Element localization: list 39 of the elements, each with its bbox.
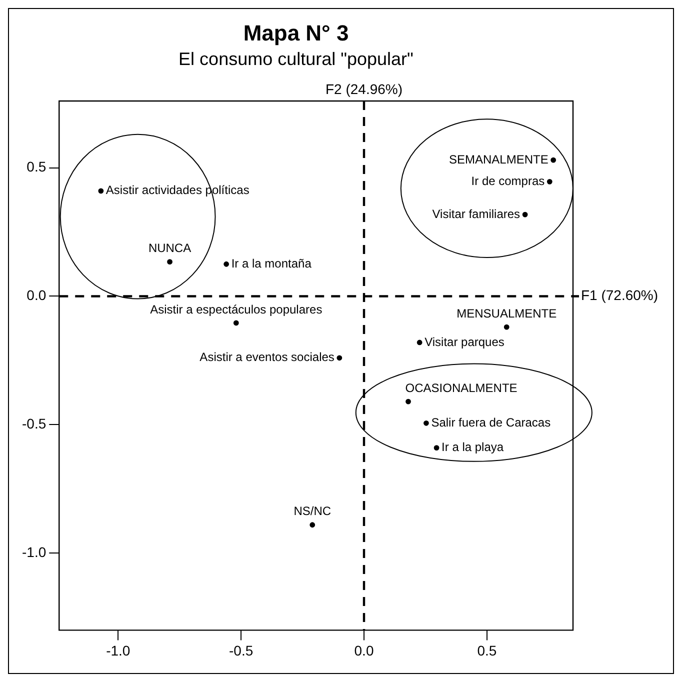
annotation: Asistir a espectáculos populares [150, 302, 322, 316]
x-tick-label: 0.0 [354, 642, 374, 658]
annotation: NS/NC [294, 504, 332, 518]
point [504, 324, 510, 330]
point [416, 340, 422, 346]
annotation: Ir a la playa [442, 440, 504, 454]
ref-line-label: F1 (72.60%) [581, 287, 658, 304]
annotation: Visitar familiares [432, 206, 520, 221]
point [546, 178, 552, 184]
ref-line-label: F2 (24.96%) [325, 80, 403, 97]
annotation: Visitar parques [424, 334, 504, 349]
point [224, 261, 230, 267]
x-tick-label: -1.0 [106, 642, 130, 658]
point [167, 259, 172, 265]
point [406, 398, 411, 404]
annotation: SEMANALMENTE [448, 152, 548, 166]
point [550, 157, 556, 163]
point [434, 445, 440, 451]
annotation: Ir de compras [471, 174, 545, 188]
x-tick-label: 0.5 [477, 642, 497, 658]
annotation: Asistir a eventos sociales [200, 350, 334, 364]
y-tick-label: 0.0 [26, 287, 46, 304]
annotation: NUNCA [148, 241, 192, 256]
annotation: Salir fuera de Caracas [431, 415, 551, 430]
annotation: OCASIONALMENTE [405, 380, 518, 395]
annotation: Ir a la montaña [231, 256, 312, 270]
x-tick-label: -0.5 [229, 642, 254, 658]
chart-subtitle: El consumo cultural "popular" [178, 49, 414, 70]
point [522, 212, 528, 218]
y-tick-label: -0.5 [22, 416, 46, 432]
point [233, 320, 239, 326]
point [98, 188, 104, 194]
y-tick-label: -1.0 [22, 544, 46, 560]
annotation: MENSUALMENTE [456, 306, 557, 320]
y-tick-label: 0.5 [26, 158, 46, 175]
point [336, 355, 342, 361]
point [310, 522, 316, 528]
point [424, 420, 429, 426]
chart-title: Mapa N° 3 [243, 20, 349, 46]
